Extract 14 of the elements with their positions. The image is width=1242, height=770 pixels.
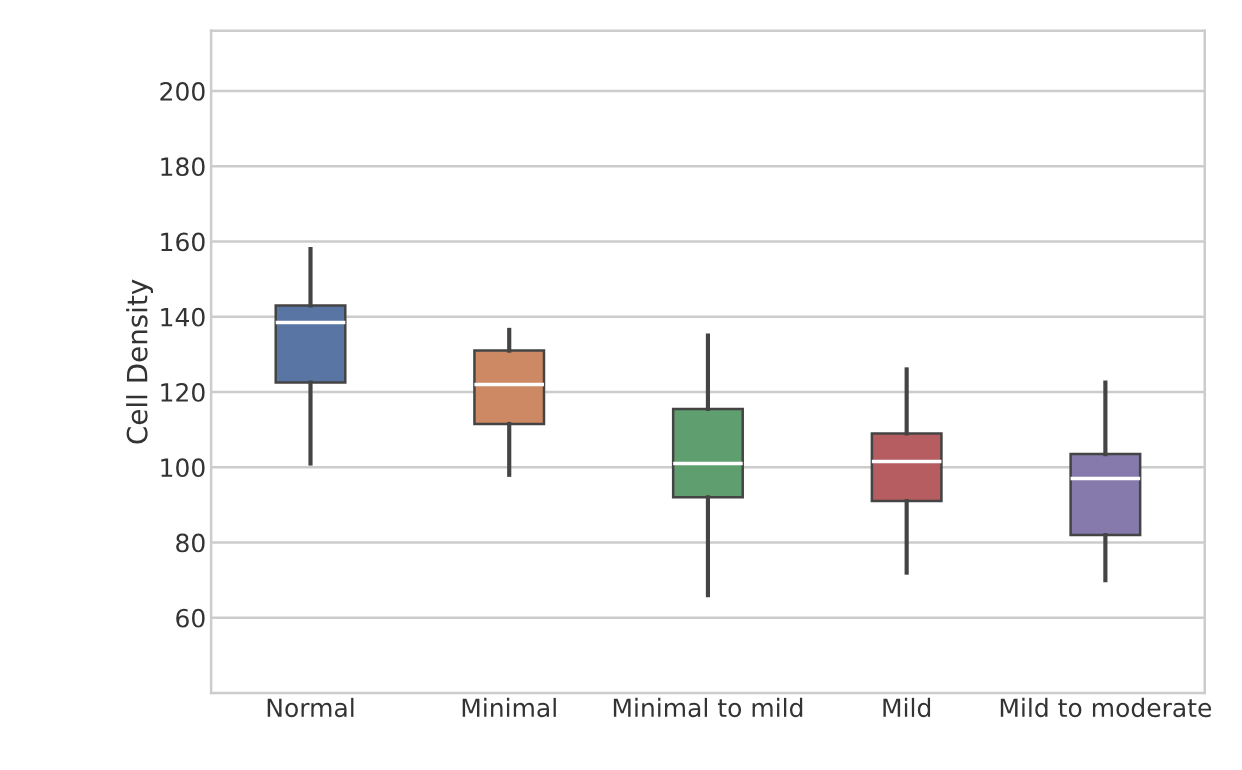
y-axis-title: Cell Density xyxy=(126,279,153,444)
y-tick-label: 200 xyxy=(160,81,205,101)
y-tick-label: 180 xyxy=(161,157,205,177)
x-tick-label: Normal xyxy=(267,697,354,718)
y-tick-label: 140 xyxy=(161,307,205,327)
x-tick-label: Minimal to mild xyxy=(613,697,803,718)
y-tick-label: 100 xyxy=(161,458,205,478)
x-tick-label: Minimal xyxy=(462,697,556,718)
x-tick-label: Mild to moderate xyxy=(1000,697,1212,718)
y-tick-label: 80 xyxy=(176,533,205,553)
y-tick-label: 60 xyxy=(176,608,205,628)
y-tick-label: 160 xyxy=(161,232,205,252)
y-tick-label: 120 xyxy=(161,382,205,402)
x-tick-label: Mild xyxy=(883,697,931,718)
